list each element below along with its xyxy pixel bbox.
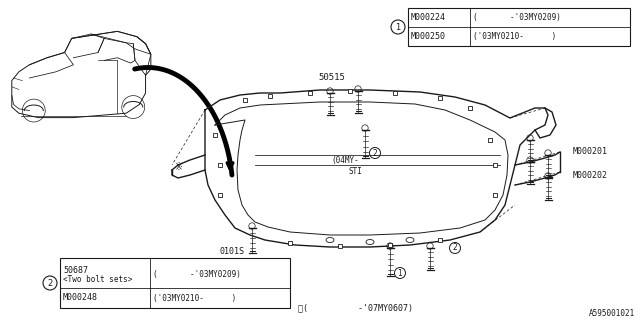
Text: A595001021: A595001021 [589,309,635,318]
Text: M000202: M000202 [573,171,608,180]
Text: 0101S: 0101S [220,247,245,257]
Text: ※(          -'07MY0607): ※( -'07MY0607) [298,303,413,313]
Text: 50687: 50687 [63,266,88,275]
Text: (       -'03MY0209): ( -'03MY0209) [473,13,561,22]
Text: M000250: M000250 [411,32,446,41]
Text: (04MY-: (04MY- [331,156,359,164]
Bar [408,8,630,46]
Text: ('03MY0210-      ): ('03MY0210- ) [153,293,236,302]
Circle shape [449,243,461,253]
Text: M000224: M000224 [411,13,446,22]
Bar [60,258,290,308]
Text: 50515: 50515 [319,73,346,82]
Text: STI: STI [348,167,362,177]
Circle shape [43,276,57,290]
Text: M000201: M000201 [573,148,608,156]
Circle shape [394,268,406,278]
Text: (       -'03MY0209): ( -'03MY0209) [153,269,241,278]
Circle shape [391,20,405,34]
Text: 1: 1 [397,268,403,277]
Text: 2: 2 [452,244,458,252]
Text: ※: ※ [174,162,182,172]
Circle shape [369,148,381,158]
Text: ('03MY0210-      ): ('03MY0210- ) [473,32,556,41]
Text: <Two bolt sets>: <Two bolt sets> [63,275,132,284]
Text: M000248: M000248 [63,293,98,302]
Text: 2: 2 [47,278,52,287]
Text: 2: 2 [372,148,378,157]
Text: 1: 1 [396,22,401,31]
